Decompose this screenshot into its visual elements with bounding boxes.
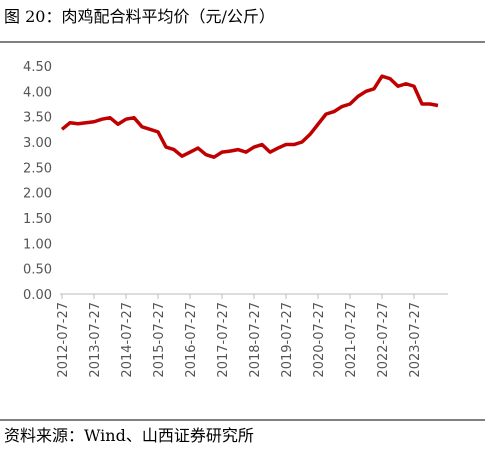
y-tick-label: 1.00 — [23, 237, 52, 252]
x-tick-label: 2020-07-27 — [312, 302, 327, 378]
x-tick-label: 2016-07-27 — [184, 302, 199, 378]
y-tick-label: 2.50 — [23, 161, 52, 176]
x-tick-label: 2017-07-27 — [216, 302, 231, 378]
y-tick-label: 1.50 — [23, 212, 52, 227]
x-tick-label: 2015-07-27 — [152, 302, 167, 378]
x-tick-label: 2012-07-27 — [56, 302, 71, 378]
y-tick-label: 3.00 — [23, 136, 52, 151]
x-tick-label: 2022-07-27 — [376, 302, 391, 378]
y-tick-label: 2.00 — [23, 187, 52, 202]
y-tick-label: 3.50 — [23, 111, 52, 126]
y-tick-label: 0.00 — [23, 288, 52, 303]
x-tick-label: 2023-07-27 — [408, 302, 423, 378]
y-tick-label: 0.50 — [23, 263, 52, 278]
chart-title: 图 20：肉鸡配合料平均价（元/公斤） — [4, 7, 275, 26]
line — [60, 74, 439, 159]
x-tick-label: 2013-07-27 — [88, 302, 103, 378]
source: 资料来源：Wind、山西证券研究所 — [4, 426, 254, 445]
x-tick-label: 2014-07-27 — [120, 302, 135, 378]
y-tick-label: 4.50 — [23, 60, 52, 75]
x-tick-label: 2018-07-27 — [248, 302, 263, 378]
y-tick-label: 4.00 — [23, 85, 52, 100]
x-tick-label: 2021-07-27 — [344, 302, 359, 378]
x-tick-label: 2019-07-27 — [280, 302, 295, 378]
